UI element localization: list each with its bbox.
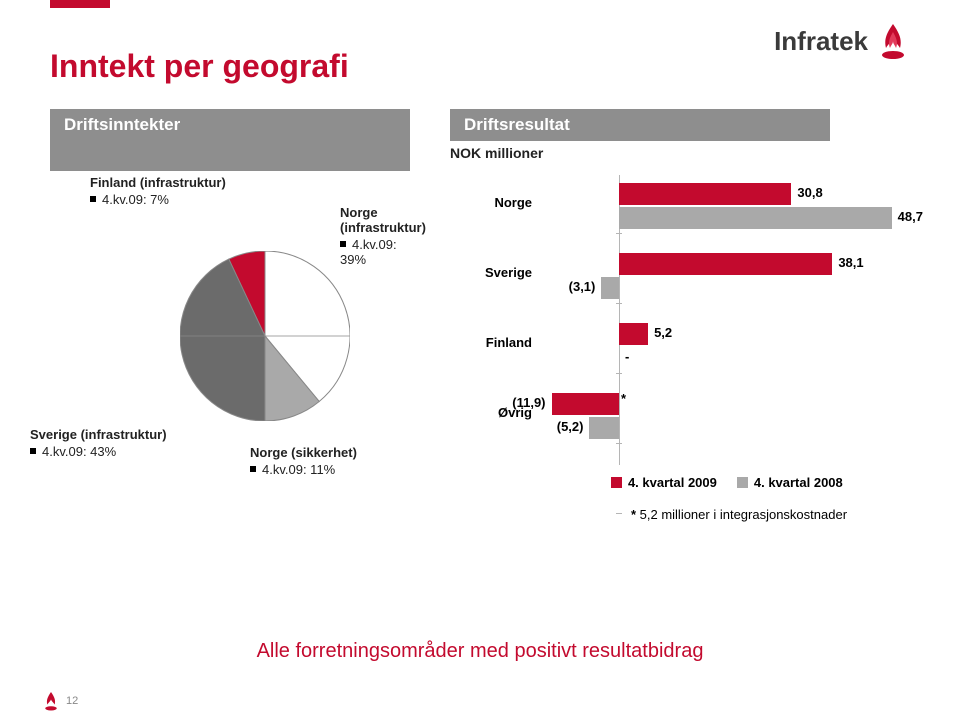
bar-2009: 5,2: [619, 323, 648, 345]
pie-label-finland: Finland (infrastruktur) 4.kv.09: 7%: [90, 175, 226, 207]
mini-flame-icon: [42, 691, 60, 711]
pie-panel: Finland (infrastruktur) 4.kv.09: 7% Norg…: [50, 175, 421, 505]
bar-annotation: *: [621, 391, 626, 406]
swatch-2009: [611, 477, 622, 488]
bar-2009: (11,9): [552, 393, 619, 415]
section-head-left: Driftsinntekter: [50, 109, 410, 171]
pie-chart: [180, 251, 350, 421]
bar-2008: (5,2): [589, 417, 618, 439]
pie-label-norge-sikk: Norge (sikkerhet) 4.kv.09: 11%: [250, 445, 357, 477]
bar-2008: (3,1): [601, 277, 619, 299]
bar-2009: 30,8: [619, 183, 791, 205]
bar-panel: 4. kvartal 2009 4. kvartal 2008 * 5,2 mi…: [461, 175, 910, 505]
legend-2009: 4. kvartal 2009: [611, 475, 717, 490]
bar-2008: 48,7: [619, 207, 892, 229]
pie-label-norge-infra: Norge (infrastruktur) 4.kv.09: 39%: [340, 205, 426, 267]
flame-icon: [876, 22, 910, 60]
section-head-right: Driftsresultat: [450, 109, 830, 141]
bar-2009: 38,1: [619, 253, 832, 275]
brand-logo: Infratek: [774, 22, 910, 60]
brand-name: Infratek: [774, 26, 868, 57]
legend-2008: 4. kvartal 2008: [737, 475, 843, 490]
swatch-2008: [737, 477, 748, 488]
accent-bar: [50, 0, 110, 8]
pie-label-sverige: Sverige (infrastruktur) 4.kv.09: 43%: [30, 427, 167, 459]
section-subhead: NOK millioner: [450, 145, 830, 161]
bar-cat-finland: Finland: [452, 335, 532, 350]
footnote: * 5,2 millioner i integrasjonskostnader: [631, 507, 847, 522]
page-number: 12: [66, 695, 78, 707]
bar-cat-norge: Norge: [452, 195, 532, 210]
bar-legend: 4. kvartal 2009 4. kvartal 2008: [611, 475, 843, 490]
bottom-summary: Alle forretningsområder med positivt res…: [0, 640, 960, 663]
bar-cat-sverige: Sverige: [452, 265, 532, 280]
